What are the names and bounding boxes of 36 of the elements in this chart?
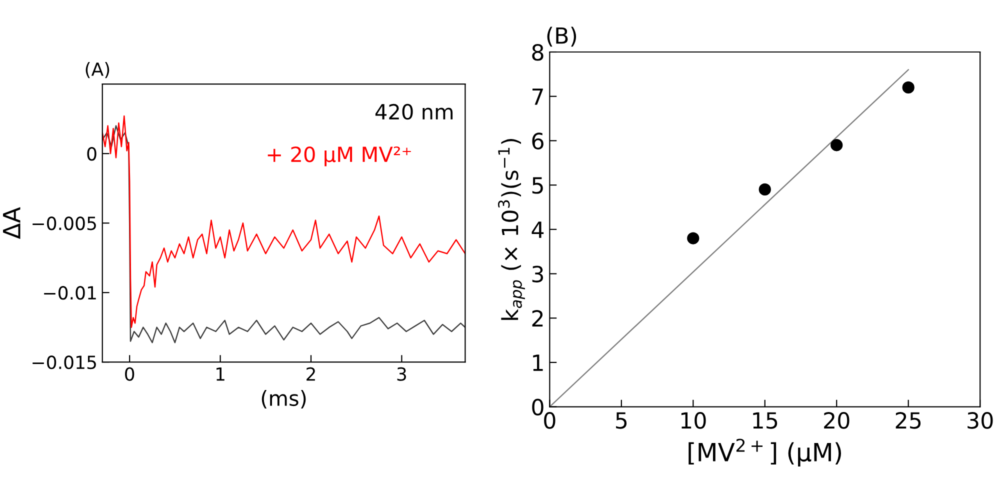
x-tick-label: 3 [397,367,406,381]
y-tick-label: −0.01 [44,286,96,300]
y-tick-label: 0 [532,398,544,416]
x-tick-label: 30 [968,412,993,429]
y-tick-label: 6 [532,132,544,150]
point [902,81,914,94]
y-tick-label: 8 [532,44,544,61]
x-tick-label: 1 [216,367,224,381]
y-tick-label: 3 [532,266,544,282]
y-tick-label: 0 [87,147,96,161]
annotation: 420 nm [375,104,453,120]
y-tick-label: 5 [532,177,543,194]
x-tick-label: 0 [544,412,556,429]
x-axis-title: (ms) [262,390,306,409]
chart-title: (B) [547,26,576,47]
x-tick-label: 0 [125,367,134,381]
y-tick-label: 7 [532,88,543,105]
x-tick-label: 2 [306,367,315,381]
x-tick-label: 10 [681,412,706,429]
text: + 20 μM MV²⁺ [268,146,411,166]
x-axis-title: [MV$^{2+}$] (μM) [688,438,842,466]
y-tick-label: −0.015 [32,356,96,370]
y-tick-label: 2 [532,310,543,327]
chart-title: (A) [86,62,110,78]
x-tick-label: 20 [824,412,850,429]
point [830,139,843,152]
y-axis-title: k$_{app}$ (× 10$^{3}$)(s$^{−1}$) [498,139,525,320]
y-tick-label: 1 [533,354,543,371]
x-tick-label: 5 [616,412,627,429]
y-tick-label: 4 [532,222,544,238]
y-axis-title: ΔA [3,207,20,240]
x-tick-label: 15 [753,412,778,429]
x-tick-label: 25 [896,412,921,429]
y-tick-label: −0.005 [32,216,96,230]
point [758,183,771,196]
point [687,232,700,244]
